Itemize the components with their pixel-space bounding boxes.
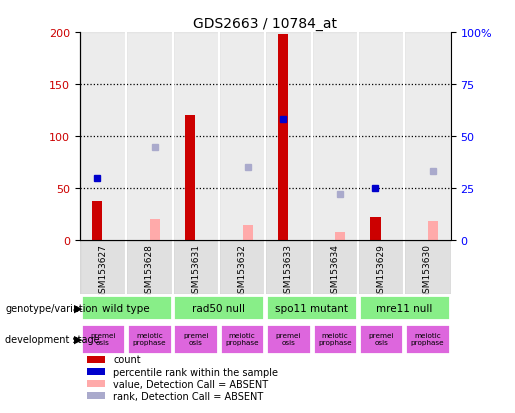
Bar [243,225,253,240]
Bar [92,201,102,240]
Bar [219,240,265,294]
Text: spo11 mutant: spo11 mutant [275,303,348,313]
Bar [404,33,451,240]
FancyBboxPatch shape [359,324,403,354]
Bar [80,240,126,294]
FancyBboxPatch shape [405,324,450,354]
Text: premei
osis: premei osis [90,332,116,346]
Text: meiotic
prophase: meiotic prophase [225,332,259,346]
Text: GSM153627: GSM153627 [98,243,108,298]
Text: genotype/variation: genotype/variation [5,303,98,313]
Bar [185,116,195,240]
Bar [265,33,312,240]
Bar [80,33,126,240]
Text: GSM153628: GSM153628 [145,243,154,298]
Bar [126,33,173,240]
Bar [404,240,451,294]
Text: premei
osis: premei osis [183,332,209,346]
Bar [265,240,312,294]
Bar [87,380,105,387]
FancyBboxPatch shape [359,295,450,320]
Text: GSM153630: GSM153630 [423,243,432,298]
Title: GDS2663 / 10784_at: GDS2663 / 10784_at [193,17,337,31]
Text: rad50 null: rad50 null [193,303,245,313]
Text: GSM153631: GSM153631 [191,243,200,298]
Bar [87,356,105,363]
Text: GSM153629: GSM153629 [376,243,386,298]
Bar [370,218,381,240]
Bar [150,220,160,240]
Bar [87,368,105,375]
Text: GSM153633: GSM153633 [284,243,293,298]
Bar [173,240,219,294]
FancyBboxPatch shape [266,324,311,354]
Bar [278,35,288,240]
Bar [87,392,105,399]
Text: mre11 null: mre11 null [376,303,433,313]
Text: premei
osis: premei osis [368,332,394,346]
Text: GSM153634: GSM153634 [330,243,339,298]
Bar [312,33,358,240]
Text: meiotic
prophase: meiotic prophase [132,332,166,346]
Bar [358,240,404,294]
Text: value, Detection Call = ABSENT: value, Detection Call = ABSENT [113,379,268,389]
Bar [312,240,358,294]
Bar [219,33,265,240]
FancyBboxPatch shape [81,295,171,320]
Bar [173,33,219,240]
Text: premei
osis: premei osis [276,332,301,346]
FancyBboxPatch shape [220,324,264,354]
FancyBboxPatch shape [266,295,357,320]
Text: ▶: ▶ [74,303,82,313]
Bar [126,240,173,294]
FancyBboxPatch shape [174,324,218,354]
Text: wild type: wild type [102,303,150,313]
FancyBboxPatch shape [174,295,264,320]
Bar [335,232,346,240]
Text: meiotic
prophase: meiotic prophase [318,332,352,346]
Text: GSM153632: GSM153632 [237,243,247,298]
Text: development stage: development stage [5,334,100,344]
Bar [428,222,438,240]
Text: percentile rank within the sample: percentile rank within the sample [113,367,278,377]
Bar [358,33,404,240]
Text: meiotic
prophase: meiotic prophase [410,332,444,346]
Text: count: count [113,355,141,365]
FancyBboxPatch shape [313,324,357,354]
FancyBboxPatch shape [81,324,125,354]
FancyBboxPatch shape [127,324,171,354]
Text: rank, Detection Call = ABSENT: rank, Detection Call = ABSENT [113,391,264,401]
Text: ▶: ▶ [74,334,82,344]
